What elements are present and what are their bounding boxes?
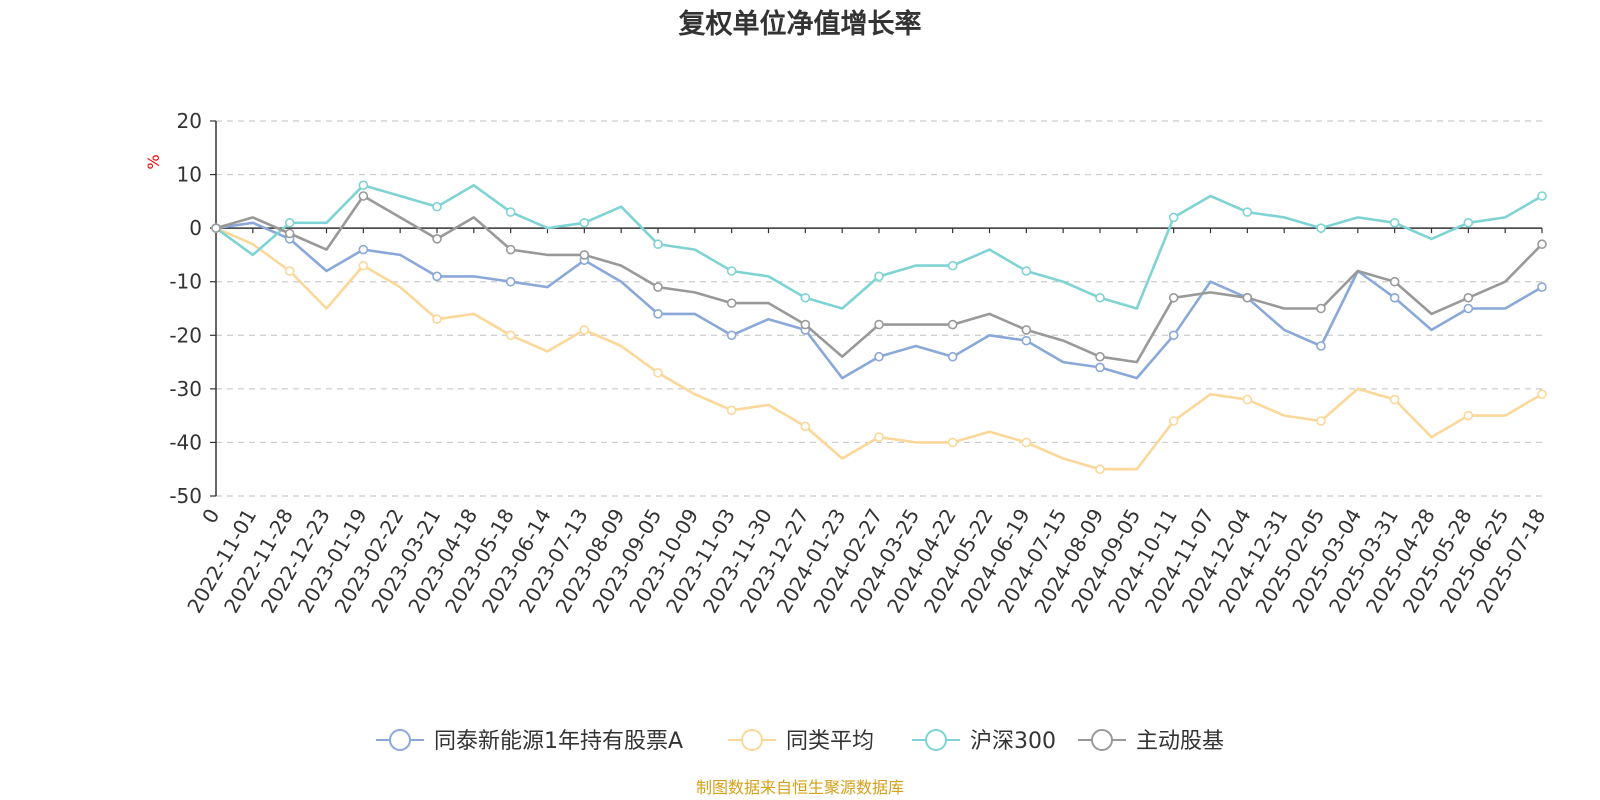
series-point	[874, 271, 884, 282]
series-point	[1316, 303, 1326, 314]
series-point	[653, 367, 663, 378]
series-point	[432, 314, 442, 325]
legend-marker	[741, 729, 763, 751]
y-axis-ticks: 20 10 0 -10 -20 -30 -40 -50	[169, 109, 216, 508]
series-point	[653, 239, 663, 250]
series-point	[358, 180, 369, 191]
series-point	[947, 351, 958, 362]
series-point	[947, 437, 958, 448]
series-point	[1537, 191, 1547, 201]
series-point	[579, 217, 590, 228]
legend-label: 主动股基	[1136, 729, 1224, 754]
series-point	[1316, 416, 1326, 426]
series-point	[1168, 212, 1179, 223]
series-point	[1242, 292, 1253, 303]
series-point	[505, 330, 516, 341]
series-point	[947, 260, 958, 271]
y-tick-label: 20	[177, 109, 202, 133]
legend-label: 同泰新能源1年持有股票A	[434, 729, 683, 754]
series-point	[1463, 303, 1474, 314]
y-tick-label: 0	[189, 216, 202, 240]
series-point	[284, 228, 295, 239]
series-point	[284, 266, 295, 276]
series-point	[1537, 389, 1547, 400]
series-point	[505, 244, 516, 255]
series-point	[1242, 207, 1253, 217]
series-point	[1168, 292, 1179, 303]
series-point	[211, 223, 221, 233]
series-point	[1095, 464, 1105, 475]
y-tick-label: -50	[169, 484, 202, 508]
series-point	[874, 351, 884, 362]
series-point	[1389, 217, 1400, 228]
series-point	[432, 271, 442, 282]
series-line	[214, 184, 1544, 310]
series-point	[579, 325, 590, 335]
series-point	[1537, 282, 1547, 292]
source-note: 制图数据来自恒生聚源数据库	[696, 778, 904, 797]
series-point	[726, 266, 737, 276]
series-point	[653, 309, 663, 319]
series-point	[1021, 437, 1032, 448]
series-point	[800, 421, 811, 432]
series-point	[1463, 292, 1474, 303]
series-point	[1021, 335, 1032, 346]
y-tick-label: -40	[169, 430, 202, 454]
legend-label: 同类平均	[786, 729, 874, 754]
series-point	[874, 432, 884, 442]
series-point	[505, 207, 516, 217]
legend-marker	[1091, 729, 1113, 751]
series-point	[1389, 292, 1400, 303]
series-point	[1463, 217, 1474, 228]
series-point	[1389, 276, 1400, 287]
y-tick-label: -20	[169, 323, 202, 347]
series-point	[1537, 239, 1547, 250]
series-point	[284, 217, 295, 228]
series-point	[358, 244, 369, 255]
series-point	[505, 276, 516, 287]
series-point	[800, 319, 811, 330]
legend-marker	[925, 729, 947, 751]
series-point	[1389, 394, 1400, 405]
y-tick-label: 10	[177, 163, 202, 187]
series-point	[1316, 341, 1326, 351]
y-axis-unit: %	[144, 154, 163, 169]
series-point	[1095, 351, 1105, 362]
series-point	[653, 282, 663, 292]
series-point	[726, 330, 737, 341]
series-point	[1463, 410, 1474, 421]
series-point	[947, 319, 958, 330]
series-point	[1021, 266, 1032, 276]
series-lines	[211, 180, 1547, 475]
y-tick-label: -30	[169, 377, 202, 401]
series-point	[1242, 394, 1253, 405]
series-point	[1316, 223, 1326, 233]
series-point	[1168, 416, 1179, 426]
series-point	[726, 405, 737, 416]
series-point	[800, 292, 811, 303]
chart-title: 复权单位净值增长率	[679, 8, 922, 40]
legend: 同泰新能源1年持有股票A 同类平均 沪深300 主动股基	[376, 729, 1224, 754]
series-point	[726, 298, 737, 308]
legend-marker	[389, 729, 411, 751]
series-point	[358, 260, 369, 271]
legend-label: 沪深300	[970, 729, 1056, 754]
y-tick-label: -10	[169, 270, 202, 294]
x-tick-label: 0	[197, 505, 224, 528]
series-point	[579, 250, 590, 260]
series-point	[1095, 292, 1105, 303]
series-point	[1021, 325, 1032, 335]
series-point	[432, 234, 442, 244]
series-point	[1095, 362, 1105, 373]
series-point	[358, 191, 369, 201]
series-point	[1168, 330, 1179, 341]
series-point	[432, 201, 442, 212]
grid-lines	[216, 120, 1542, 497]
series-point	[874, 319, 884, 330]
